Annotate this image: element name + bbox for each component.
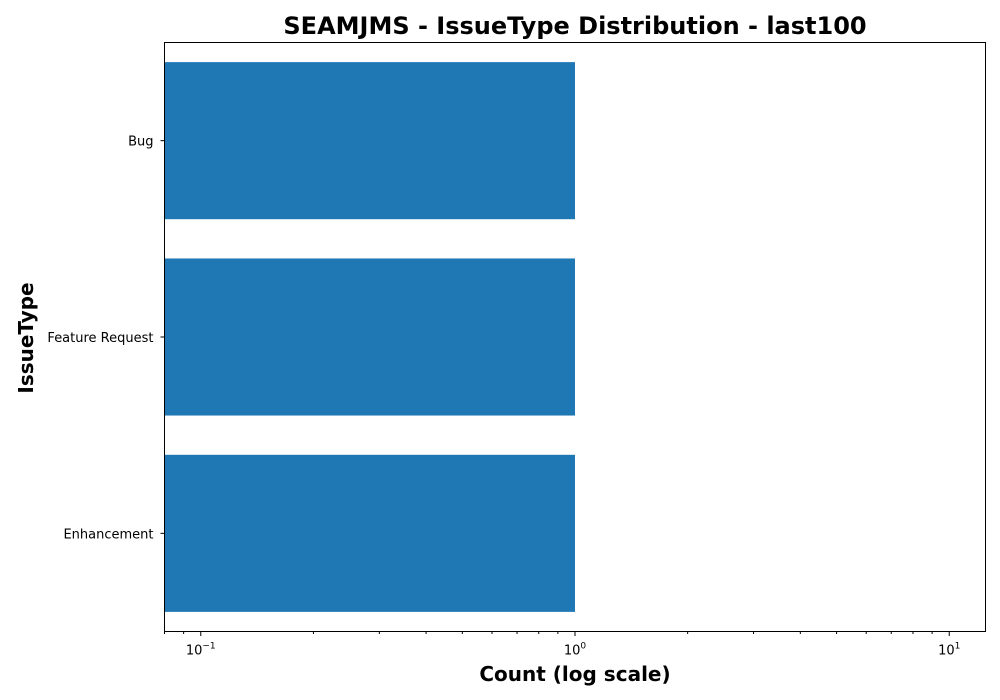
y-tick-label: Feature Request	[47, 331, 153, 346]
bar-feature-request	[164, 258, 575, 416]
x-tick-label: 10−1	[186, 642, 216, 659]
chart-title: SEAMJMS - IssueType Distribution - last1…	[283, 12, 866, 40]
y-axis-title: IssueType	[14, 282, 38, 393]
bar-bug	[164, 62, 575, 220]
bar-enhancement	[164, 454, 575, 612]
plot-area: Bug Feature Request Enhancement 10−1 100 101	[47, 42, 986, 659]
y-tick-label: Enhancement	[63, 527, 153, 542]
y-tick-label: Bug	[128, 135, 153, 150]
x-tick-label: 100	[564, 642, 587, 659]
x-axis-title: Count (log scale)	[479, 662, 670, 686]
x-tick-label: 101	[938, 642, 960, 659]
